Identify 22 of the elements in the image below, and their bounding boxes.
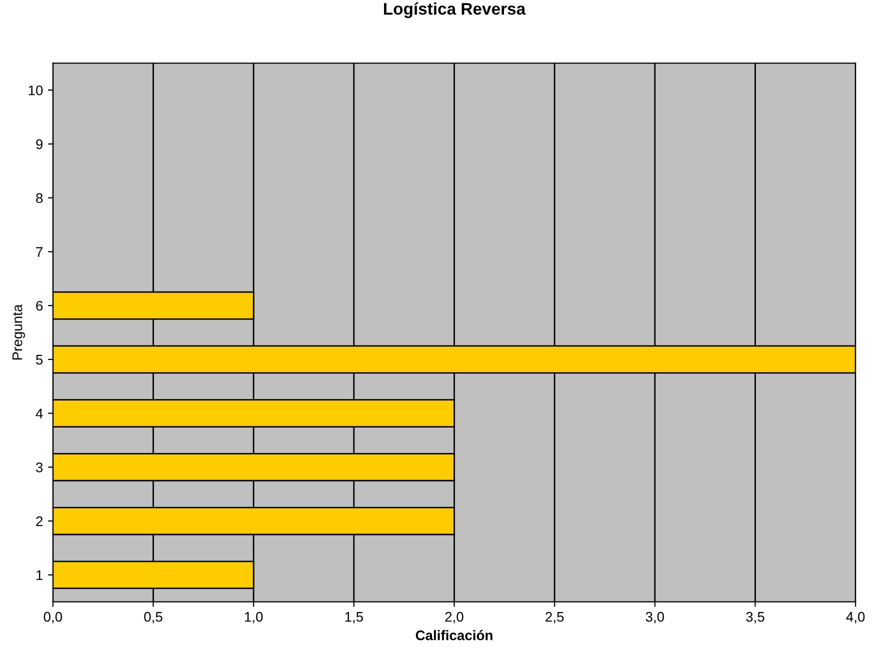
x-tick-label: 4,0 xyxy=(846,612,865,624)
y-tick-label: 10 xyxy=(28,85,43,96)
x-tick-label: 2,5 xyxy=(546,612,564,624)
y-tick-label: 8 xyxy=(36,193,43,204)
y-tick-label: 7 xyxy=(36,247,42,257)
chart-title: Logística Reversa xyxy=(384,2,526,18)
x-tick-label: 2,0 xyxy=(445,612,464,624)
y-tick-label: 4 xyxy=(36,408,43,418)
y-axis-title: Pregunta xyxy=(12,304,25,360)
y-tick-label: 6 xyxy=(36,300,43,311)
x-tick-label: 3,5 xyxy=(746,612,764,624)
y-tick-label: 1 xyxy=(36,570,43,580)
y-tick-label: 2 xyxy=(36,516,42,526)
x-tick-label: 1,5 xyxy=(345,612,363,624)
y-tick-label: 3 xyxy=(36,462,43,472)
x-tick-label: 0,0 xyxy=(44,612,62,624)
y-tick-label: 9 xyxy=(36,139,43,150)
x-tick-label: 0,5 xyxy=(144,612,162,624)
y-tick-label: 5 xyxy=(36,354,43,365)
x-axis-title: Calificación xyxy=(416,630,492,640)
x-tick-label: 3,0 xyxy=(646,612,664,624)
x-tick-label: 1,0 xyxy=(244,612,263,624)
